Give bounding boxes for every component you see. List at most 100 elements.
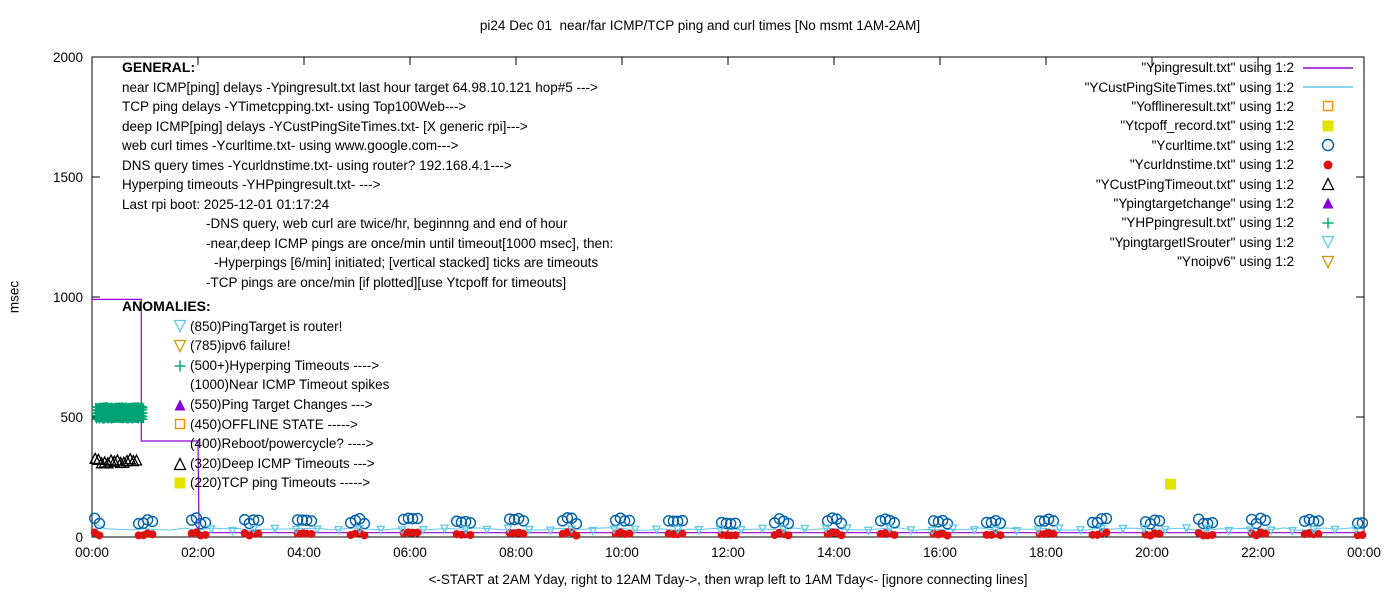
legend-label: "Ycurldnstime.txt" using 1:2 [1129,157,1294,173]
y-tick-label: 0 [75,530,83,545]
circle-open-icon [1321,139,1335,152]
legend-item: "Yofflineresult.txt" using 1:2 [1085,97,1354,116]
legend-item: "Ypingtargetchange" using 1:2 [1085,194,1354,213]
legend-label: "Ytcpoff_record.txt" using 1:2 [1120,118,1294,134]
square-open-icon [1322,101,1334,112]
tri-up-open-icon [1321,177,1335,191]
tri-down-open-icon [1321,236,1335,250]
legend-item: "YpingtargetISrouter" using 1:2 [1085,233,1354,252]
series-ycurltime-txt [88,512,1369,530]
anomaly-text: (1000)Near ICMP Timeout spikes [190,377,390,393]
anomalies-notes: ANOMALIES: (850)PingTarget is router! (78… [122,297,389,493]
x-tick-label: 02:00 [181,545,215,560]
x-tick-label: 18:00 [1029,545,1063,560]
anomaly-text: (220)TCP ping Timeouts -----> [190,475,371,491]
series-ytcpoff-record-txt [1165,478,1177,490]
circle-filled-icon [1323,160,1333,170]
tri-up-filled-icon [174,399,186,411]
x-tick-label: 22:00 [1241,545,1275,560]
x-tick-label: 12:00 [711,545,745,560]
general-note-line: web curl times -Ycurltime.txt- using www… [122,138,459,153]
x-tick-label: 04:00 [287,545,321,560]
plus-icon [174,360,186,372]
tri-down-open-icon [173,339,187,353]
series-ycustpingsitetimes-txt [91,521,1365,532]
square-open-icon [174,419,186,430]
x-tick-label: 16:00 [923,545,957,560]
general-note-line: Last rpi boot: 2025-12-01 01:17:24 [122,196,330,212]
y-tick-label: 1000 [53,290,83,305]
legend: "Ypingresult.txt" using 1:2 "YCustPingSit… [1085,58,1354,271]
tri-down-open-icon [173,320,187,334]
x-axis-note: <-START at 2AM Yday, right to 12AM Tday-… [428,572,1028,587]
legend-item: "Ycurldnstime.txt" using 1:2 [1085,155,1354,174]
legend-label: "YHPpingresult.txt" using 1:2 [1121,215,1294,231]
tri-up-filled-icon [1322,197,1334,209]
general-note-line: -near,deep ICMP pings are once/min until… [206,235,614,251]
y-tick-label: 500 [60,410,83,425]
x-tick-label: 20:00 [1135,545,1169,560]
legend-label: "Yofflineresult.txt" using 1:2 [1131,98,1294,114]
x-tick-label: 00:00 [75,545,109,560]
general-note-line: -TCP pings are once/min [if plotted][use… [206,274,567,290]
anomaly-text: (450)OFFLINE STATE -----> [190,416,358,432]
x-tick-label: 06:00 [393,545,427,560]
series-ycurldnstime-txt [90,528,1367,540]
legend-item: "YHPpingresult.txt" using 1:2 [1085,213,1354,232]
anomaly-item: (400)Reboot/powercycle? ----> [122,434,389,454]
general-heading: GENERAL: [122,59,196,75]
legend-label: "Ypingtargetchange" using 1:2 [1113,195,1294,211]
series-yhppingresult-txt [91,402,148,424]
anomaly-item: (320)Deep ICMP Timeouts ---> [122,454,389,474]
anomaly-text: (500+)Hyperping Timeouts ----> [190,357,380,373]
x-tick-label: 00:00 [1347,545,1381,560]
legend-label: "Ypingresult.txt" using 1:2 [1141,60,1294,76]
square-filled-icon [1322,120,1334,132]
legend-label: "Ynoipv6" using 1:2 [1177,254,1294,270]
general-note-line: TCP ping delays -YTimetcpping.txt- using… [122,99,467,114]
y-tick-label: 1500 [53,170,83,185]
tri-up-open-icon [173,456,187,470]
anomaly-item: (450)OFFLINE STATE -----> [122,415,389,435]
anomaly-item: (500+)Hyperping Timeouts ----> [122,356,389,376]
legend-item: "Ypingresult.txt" using 1:2 [1085,58,1354,77]
general-notes: GENERAL: near ICMP[ping] delays -Ypingre… [122,58,613,292]
line-icon [1303,66,1353,69]
anomaly-item: (220)TCP ping Timeouts -----> [122,473,389,493]
anomaly-item: (850)PingTarget is router! [122,317,389,337]
legend-label: "Ycurltime.txt" using 1:2 [1151,137,1294,153]
line-icon [1303,86,1353,88]
square-filled-icon [174,477,186,489]
x-tick-label: 10:00 [605,545,639,560]
legend-label: "YCustPingSiteTimes.txt" using 1:2 [1084,79,1294,95]
anomaly-text: (320)Deep ICMP Timeouts ---> [190,455,375,471]
anomaly-text: (550)Ping Target Changes ---> [190,396,373,412]
anomaly-item: (785)ipv6 failure! [122,336,389,356]
general-note-line: DNS query times -Ycurldnstime.txt- using… [122,157,512,173]
general-note-line: deep ICMP[ping] delays -YCustPingSiteTim… [122,118,528,134]
anomaly-item: (1000)Near ICMP Timeout spikes [122,375,389,395]
anomaly-text: (785)ipv6 failure! [190,338,291,354]
series-ypingtargetisrouter [206,524,1361,537]
legend-item: "YCustPingSiteTimes.txt" using 1:2 [1085,77,1354,96]
plus-icon [1322,217,1334,229]
legend-item: "Ynoipv6" using 1:2 [1085,252,1354,271]
general-note-line: near ICMP[ping] delays -Ypingresult.txt … [122,79,598,95]
legend-item: "Ytcpoff_record.txt" using 1:2 [1085,116,1354,135]
anomalies-heading: ANOMALIES: [122,298,211,314]
anomaly-text: (400)Reboot/powercycle? ----> [190,436,374,452]
tri-down-open-icon [1321,255,1335,269]
x-tick-label: 14:00 [817,545,851,560]
anomaly-items: (850)PingTarget is router! (785)ipv6 fail… [122,317,389,493]
series-ypingresult-txt [92,298,1364,534]
legend-label: "YCustPingTimeout.txt" using 1:2 [1095,176,1294,192]
general-note-line: Hyperping timeouts -YHPpingresult.txt- -… [122,177,381,192]
general-note-line: -DNS query, web curl are twice/hr, begin… [206,216,568,231]
legend-item: "YCustPingTimeout.txt" using 1:2 [1085,174,1354,193]
anomaly-item: (550)Ping Target Changes ---> [122,395,389,415]
series-ycustpingtimeout-txt [89,451,143,469]
legend-label: "YpingtargetISrouter" using 1:2 [1109,234,1294,250]
anomaly-text: (850)PingTarget is router! [190,318,343,334]
